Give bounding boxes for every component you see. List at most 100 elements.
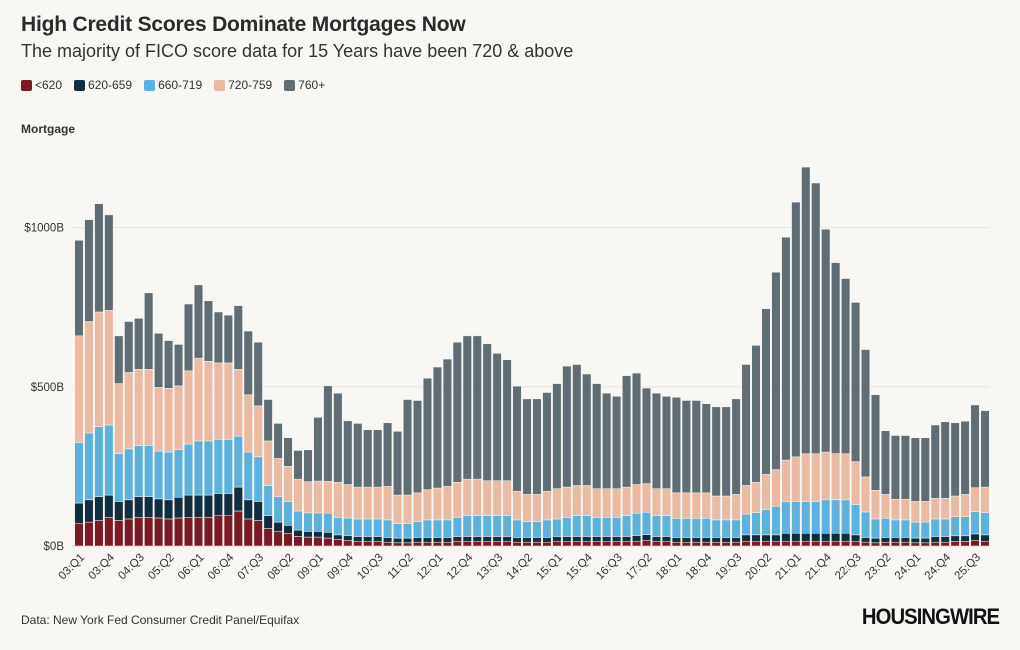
bar-segment xyxy=(691,518,701,538)
bar-segment xyxy=(632,484,642,514)
bar-segment xyxy=(363,540,373,547)
x-tick-label: 17:Q2 xyxy=(624,552,655,583)
bar-segment xyxy=(811,533,821,542)
bar-segment xyxy=(233,486,243,512)
bar-segment xyxy=(612,536,622,542)
bar-segment xyxy=(602,488,612,518)
bar-segment xyxy=(771,271,781,470)
bar-segment xyxy=(532,398,542,495)
bar-segment xyxy=(900,537,910,543)
bar-segment xyxy=(183,517,194,547)
bar-segment xyxy=(373,518,383,537)
bar-segment xyxy=(930,536,940,543)
bar-segment xyxy=(273,531,283,547)
bar-segment xyxy=(622,375,632,488)
bar-segment xyxy=(303,481,313,514)
bar-segment xyxy=(641,512,652,535)
bar-segment xyxy=(452,517,462,537)
bar-segment xyxy=(154,517,164,547)
bar-segment xyxy=(183,494,194,518)
bar-segment xyxy=(144,445,154,497)
bar-segment xyxy=(383,537,393,543)
bar-segment xyxy=(801,166,811,454)
bar-segment xyxy=(960,541,970,547)
y-tick-label: $0B xyxy=(44,541,65,553)
bar-segment xyxy=(323,537,333,547)
bar-segment xyxy=(781,533,791,542)
bar-segment xyxy=(293,529,303,537)
bar-segment xyxy=(223,439,233,494)
bar-segment xyxy=(203,517,213,547)
bar-segment xyxy=(104,310,114,426)
bar-segment xyxy=(253,456,263,502)
bar-segment xyxy=(353,423,363,488)
bar-segment xyxy=(492,353,502,481)
bar-segment xyxy=(582,540,592,547)
bar-segment xyxy=(781,540,791,547)
bar-segment xyxy=(94,496,104,521)
bar-segment xyxy=(691,541,701,547)
bar-segment xyxy=(472,478,482,517)
bar-segment xyxy=(582,536,592,542)
bar-segment xyxy=(791,533,801,542)
bar-segment xyxy=(74,502,84,524)
bar-segment xyxy=(880,494,890,519)
bar-segment xyxy=(233,305,243,370)
bar-segment xyxy=(582,485,592,516)
bar-segment xyxy=(432,487,442,521)
bar-segment xyxy=(442,537,452,543)
bar-segment xyxy=(243,330,253,396)
bar-segment xyxy=(741,485,751,515)
bar-segment xyxy=(661,515,671,537)
bar-segment xyxy=(552,488,562,520)
bar-segment xyxy=(164,340,174,389)
bar-segment xyxy=(263,485,273,516)
bar-segment xyxy=(821,499,831,534)
legend-swatch-lt620 xyxy=(21,79,32,91)
legend-item-720-759: 720-759 xyxy=(214,78,272,92)
bar-segment xyxy=(821,451,831,501)
x-tick-label: 08:Q2 xyxy=(266,552,297,583)
bar-segment xyxy=(323,532,333,539)
bar-segment xyxy=(393,523,403,539)
bar-segment xyxy=(801,540,811,547)
x-tick-label: 15:Q4 xyxy=(564,551,595,582)
bar-segment xyxy=(74,240,84,337)
x-tick-label: 21:Q4 xyxy=(803,551,834,582)
bar-segment xyxy=(283,525,293,534)
x-tick-label: 23:Q2 xyxy=(863,552,894,583)
bar-segment xyxy=(353,486,363,520)
bar-segment xyxy=(970,404,980,488)
bar-segment xyxy=(512,537,522,543)
bar-segment xyxy=(84,219,94,322)
bar-segment xyxy=(761,540,771,547)
bar-segment xyxy=(492,536,502,542)
bar-segment xyxy=(930,518,940,537)
bar-segment xyxy=(970,533,980,541)
bar-segment xyxy=(721,495,731,521)
x-tick-label: 13:Q3 xyxy=(475,552,506,583)
bar-segment xyxy=(522,537,532,543)
bar-segment xyxy=(422,519,432,538)
bar-segment xyxy=(492,480,502,517)
x-tick-label: 07:Q3 xyxy=(236,552,267,583)
bar-segment xyxy=(940,518,950,537)
legend-swatch-760plus xyxy=(284,79,296,91)
bar-segment xyxy=(472,540,482,547)
bar-segment xyxy=(721,519,731,538)
bar-segment xyxy=(363,486,373,520)
bar-segment xyxy=(174,517,184,547)
bar-segment xyxy=(622,540,632,547)
bar-segment xyxy=(462,335,472,480)
x-tick-label: 12:Q4 xyxy=(445,551,476,582)
bar-segment xyxy=(761,509,771,536)
bar-segment xyxy=(920,501,930,523)
bar-segment xyxy=(193,284,203,359)
bar-segment xyxy=(870,537,881,544)
chart-subtitle: The majority of FICO score data for 15 Y… xyxy=(21,41,574,61)
bar-segment xyxy=(622,486,632,517)
bar-segment xyxy=(243,394,253,453)
bar-segment xyxy=(622,515,632,537)
bar-segment xyxy=(213,362,223,440)
bar-segment xyxy=(651,488,661,517)
